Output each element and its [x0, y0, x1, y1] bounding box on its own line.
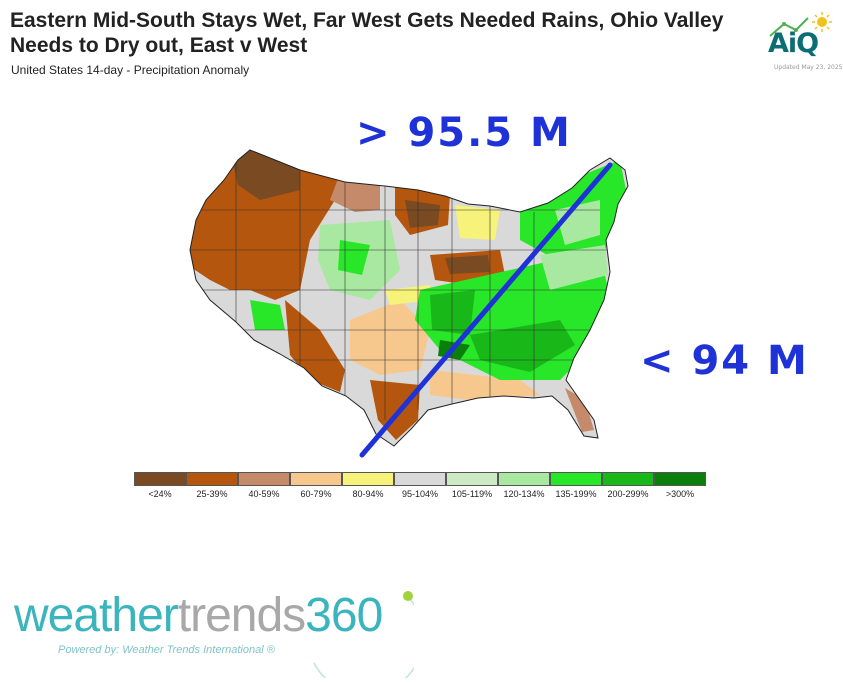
legend-label: >300% [665, 489, 695, 499]
aiq-wordmark: AiQ [768, 28, 819, 59]
legend-swatch [394, 472, 446, 486]
page-title: Eastern Mid-South Stays Wet, Far West Ge… [10, 9, 724, 57]
legend-label: <24% [148, 489, 172, 499]
legend-swatch [186, 472, 238, 486]
legend-label: 25-39% [196, 489, 228, 499]
legend-swatch [550, 472, 602, 486]
legend-label: 105-119% [451, 489, 493, 499]
wt-powered-by: Powered by: Weather Trends International… [58, 644, 275, 656]
weathertrends360-logo: weathertrends360 Powered by: Weather Tre… [14, 588, 414, 678]
us-outline [189, 149, 629, 447]
legend-swatch [290, 472, 342, 486]
legend-label: 60-79% [300, 489, 332, 499]
us-precipitation-map [189, 149, 629, 458]
legend-swatch [654, 472, 706, 486]
east-west-divider-line [359, 162, 613, 458]
legend-label: 80-94% [352, 489, 384, 499]
updated-date: Updated May 23, 2025 [774, 64, 843, 71]
legend-label: 40-59% [248, 489, 280, 499]
legend-swatch [602, 472, 654, 486]
map-subtitle: United States 14-day - Precipitation Ano… [11, 63, 250, 77]
legend-swatch [342, 472, 394, 486]
wt-trends-text: trends [177, 589, 306, 642]
wt-360-text: 360 [305, 589, 383, 642]
legend-swatch [498, 472, 550, 486]
wt-arc-icon [313, 591, 414, 678]
legend-swatch [446, 472, 498, 486]
legend-label: 120-134% [503, 489, 545, 499]
aiq-logo: AiQ Updated May 23, 2025 [764, 10, 842, 72]
annotation-east: < 94 M [640, 338, 809, 384]
state-borders [190, 150, 610, 420]
legend-label: 200-299% [607, 489, 649, 499]
legend-label: 95-104% [401, 489, 439, 499]
precip-anomaly-fill [190, 150, 628, 446]
annotation-west: > 95.5 M [356, 110, 572, 156]
sun-icon [769, 12, 832, 37]
legend-label: 135-199% [555, 489, 597, 499]
legend-swatch [238, 472, 290, 486]
wt-weather-text: weather [14, 589, 179, 642]
legend-swatch [134, 472, 186, 486]
